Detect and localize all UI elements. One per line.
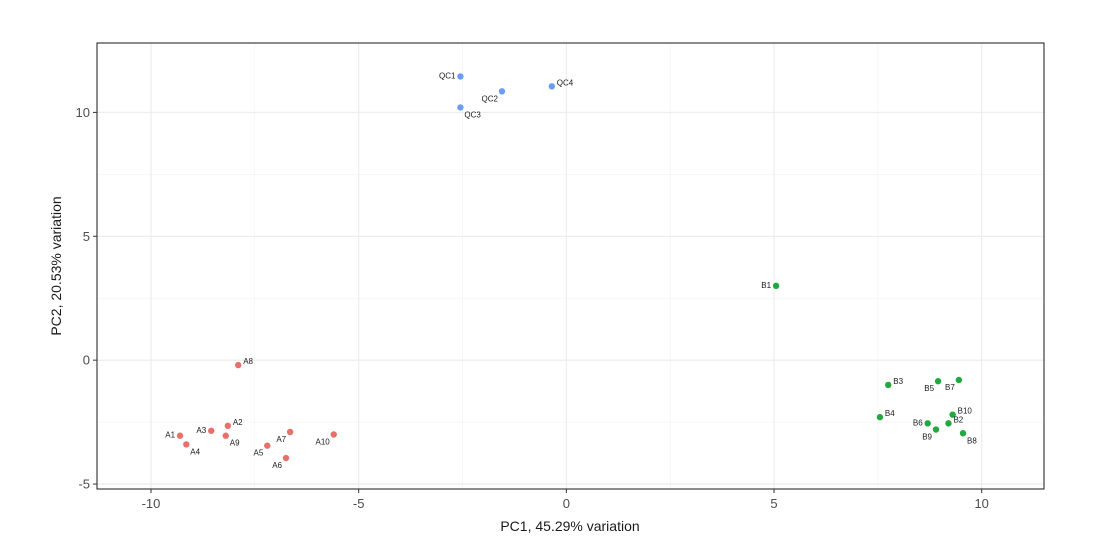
point-b7 bbox=[955, 376, 963, 384]
point-label-a5: A5 bbox=[253, 449, 263, 458]
point-b10 bbox=[949, 411, 956, 418]
point-label-b6: B6 bbox=[913, 418, 923, 427]
x-tick-label: -5 bbox=[353, 496, 365, 511]
x-tick-label: 0 bbox=[563, 496, 570, 511]
point-b8 bbox=[959, 430, 967, 437]
point-a10 bbox=[330, 431, 337, 438]
point-a7 bbox=[286, 428, 294, 436]
point-label-b7: B7 bbox=[945, 383, 955, 392]
y-tick-label: 10 bbox=[76, 105, 90, 120]
point-qc1 bbox=[457, 73, 464, 80]
point-label-a10: A10 bbox=[316, 437, 331, 446]
point-b6 bbox=[924, 420, 931, 427]
point-qc3 bbox=[457, 104, 464, 111]
data-points bbox=[176, 73, 967, 462]
y-tick-label: -5 bbox=[78, 477, 90, 492]
point-label-b3: B3 bbox=[893, 377, 903, 386]
point-a3 bbox=[208, 427, 215, 434]
point-label-qc2: QC2 bbox=[482, 94, 499, 103]
point-b9 bbox=[932, 426, 940, 433]
point-a8 bbox=[235, 361, 242, 369]
point-a9 bbox=[222, 432, 229, 439]
point-label-qc1: QC1 bbox=[439, 71, 456, 80]
point-label-a6: A6 bbox=[272, 461, 282, 470]
panel-border bbox=[96, 42, 1045, 490]
point-b2 bbox=[945, 420, 952, 427]
point-labels: A1 A2 A3 A4 A5 A6 A7 A8 A9 A10 B1 B2 B3 B4 B5 B6 B7 B8 B9 B… bbox=[165, 71, 977, 470]
x-tick-label: 5 bbox=[770, 496, 777, 511]
point-a5 bbox=[264, 442, 271, 449]
point-a4 bbox=[183, 441, 190, 448]
point-label-qc4: QC4 bbox=[557, 78, 574, 87]
point-label-a8: A8 bbox=[243, 357, 253, 366]
point-label-b4: B4 bbox=[885, 409, 895, 418]
x-tick-label: -10 bbox=[142, 496, 161, 511]
axes: -10 -5 0 5 10 -5 0 5 10 bbox=[76, 105, 989, 511]
grid-lines bbox=[97, 43, 1044, 489]
y-tick-label: 0 bbox=[83, 353, 90, 368]
point-qc4 bbox=[548, 83, 556, 90]
point-label-a7: A7 bbox=[276, 435, 286, 444]
x-axis-title: PC1, 45.29% variation bbox=[500, 518, 639, 534]
point-a6 bbox=[282, 454, 290, 462]
y-tick-label: 5 bbox=[83, 229, 90, 244]
point-b5 bbox=[934, 378, 942, 385]
point-label-b10: B10 bbox=[958, 407, 973, 416]
y-axis-title: PC2, 20.53% variation bbox=[48, 196, 64, 335]
point-a2 bbox=[224, 422, 232, 430]
point-label-a3: A3 bbox=[196, 426, 206, 435]
point-a1 bbox=[176, 432, 184, 439]
point-label-a4: A4 bbox=[190, 447, 200, 456]
point-label-qc3: QC3 bbox=[464, 110, 481, 119]
point-label-a2: A2 bbox=[233, 418, 243, 427]
point-label-b8: B8 bbox=[967, 436, 977, 445]
point-label-b1: B1 bbox=[761, 281, 771, 290]
point-label-a1: A1 bbox=[165, 431, 175, 440]
point-b4 bbox=[876, 413, 884, 421]
x-tick-label: 10 bbox=[974, 496, 988, 511]
point-label-b2: B2 bbox=[953, 415, 963, 424]
point-label-b9: B9 bbox=[922, 433, 932, 442]
point-b3 bbox=[885, 381, 892, 389]
point-label-a9: A9 bbox=[230, 439, 240, 448]
point-label-b5: B5 bbox=[924, 384, 934, 393]
point-qc2 bbox=[498, 88, 506, 95]
point-b1 bbox=[772, 282, 780, 290]
